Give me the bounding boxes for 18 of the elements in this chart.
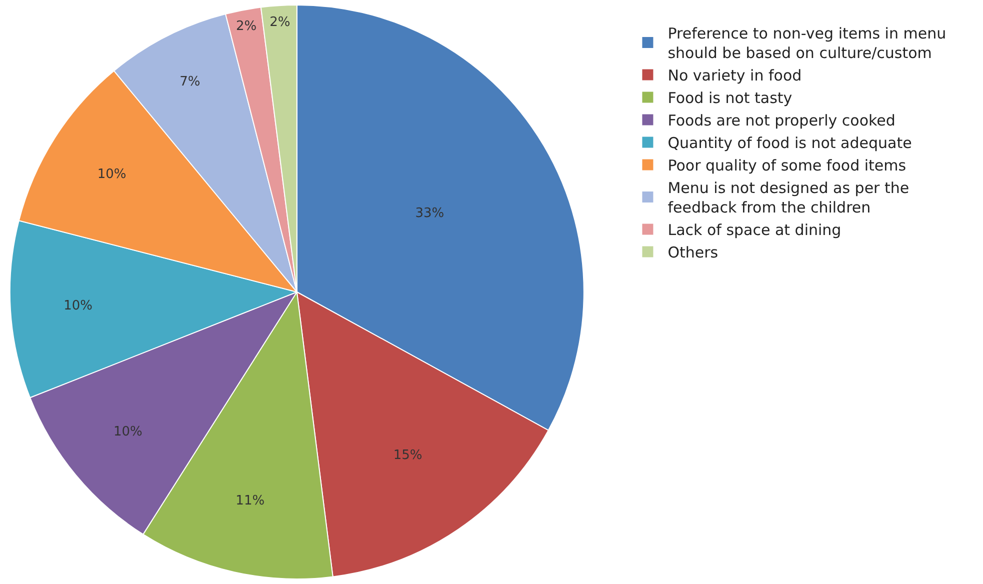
legend-label: Poor quality of some food items	[668, 156, 906, 175]
legend-label: Food is not tasty	[668, 89, 792, 108]
data-label: 10%	[64, 298, 93, 314]
legend-label: Menu is not designed as per the feedback from the children	[668, 179, 910, 217]
legend-label: Preference to non-veg items in menu should be based on culture/custom	[668, 24, 946, 62]
legend-label: No variety in food	[668, 66, 802, 85]
legend-label: Others	[668, 244, 718, 262]
data-label: 7%	[180, 74, 200, 90]
legend-label: Foods are not properly cooked	[668, 112, 896, 130]
data-label: 11%	[236, 494, 265, 509]
legend-label: Quantity of food is not adequate	[668, 134, 912, 152]
data-label: 33%	[415, 206, 444, 221]
data-label: 2%	[270, 14, 290, 30]
data-label: 2%	[236, 19, 257, 34]
data-label: 10%	[114, 424, 142, 440]
data-label: 10%	[97, 167, 126, 182]
data-label: 15%	[393, 448, 422, 463]
legend-label: Lack of space at dining	[668, 221, 842, 240]
